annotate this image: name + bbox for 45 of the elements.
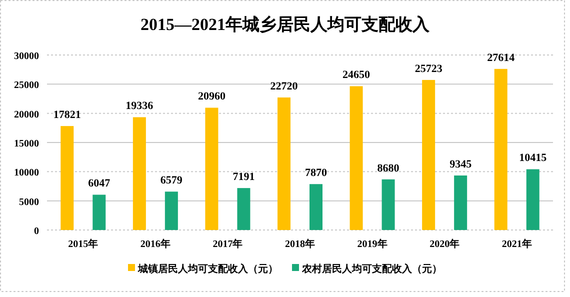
y-tick-label: 5000 — [19, 196, 39, 208]
bar — [526, 169, 540, 230]
bar — [382, 179, 395, 230]
data-label: 8680 — [377, 162, 400, 174]
legend-label: 农村居民人均可支配收入（元） — [301, 263, 442, 275]
bar — [422, 80, 436, 230]
bar — [494, 68, 508, 230]
y-tick-label: 30000 — [14, 51, 39, 62]
bar — [350, 86, 363, 230]
y-tick-label: 0 — [34, 226, 39, 237]
y-tick-label: 25000 — [14, 80, 39, 92]
bar — [205, 108, 218, 230]
bar — [237, 188, 250, 230]
bar — [310, 184, 322, 230]
data-label: 17821 — [53, 109, 81, 122]
bar — [60, 126, 74, 230]
data-label: 10415 — [519, 152, 548, 164]
data-label: 22720 — [270, 80, 298, 92]
data-label: 7870 — [305, 167, 328, 180]
bar — [164, 192, 178, 230]
x-tick-label: 2018年 — [285, 238, 315, 250]
data-label: 25723 — [414, 62, 443, 75]
data-label: 27614 — [487, 52, 516, 64]
y-tick-label: 10000 — [14, 168, 39, 179]
y-tick-label: 20000 — [14, 109, 39, 120]
data-label: 6047 — [88, 178, 111, 190]
data-label: 9345 — [450, 158, 472, 170]
bar — [278, 97, 290, 230]
bar — [132, 117, 146, 230]
x-tick-label: 2019年 — [357, 238, 388, 250]
data-label: 19336 — [126, 100, 154, 112]
bar — [92, 194, 106, 230]
data-label: 24650 — [342, 69, 371, 82]
data-label: 7191 — [232, 171, 255, 184]
x-tick-label: 2017年 — [212, 238, 243, 250]
y-tick-label: 15000 — [14, 138, 39, 150]
bar — [454, 175, 468, 230]
x-tick-label: 2021年 — [502, 238, 532, 250]
legend-label: 城镇居民人均可支配收入（元） — [137, 263, 278, 275]
data-label: 20960 — [198, 90, 226, 103]
data-label: 6579 — [160, 174, 183, 187]
chart-title: 2015—2021年城乡居民人均可支配收入 — [140, 15, 430, 34]
x-tick-label: 2020年 — [430, 238, 460, 250]
x-tick-label: 2015年 — [68, 238, 98, 250]
x-tick-label: 2016年 — [140, 238, 170, 250]
